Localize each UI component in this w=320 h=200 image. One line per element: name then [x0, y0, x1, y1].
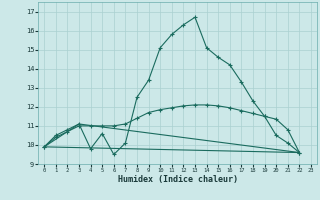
X-axis label: Humidex (Indice chaleur): Humidex (Indice chaleur)	[118, 175, 238, 184]
